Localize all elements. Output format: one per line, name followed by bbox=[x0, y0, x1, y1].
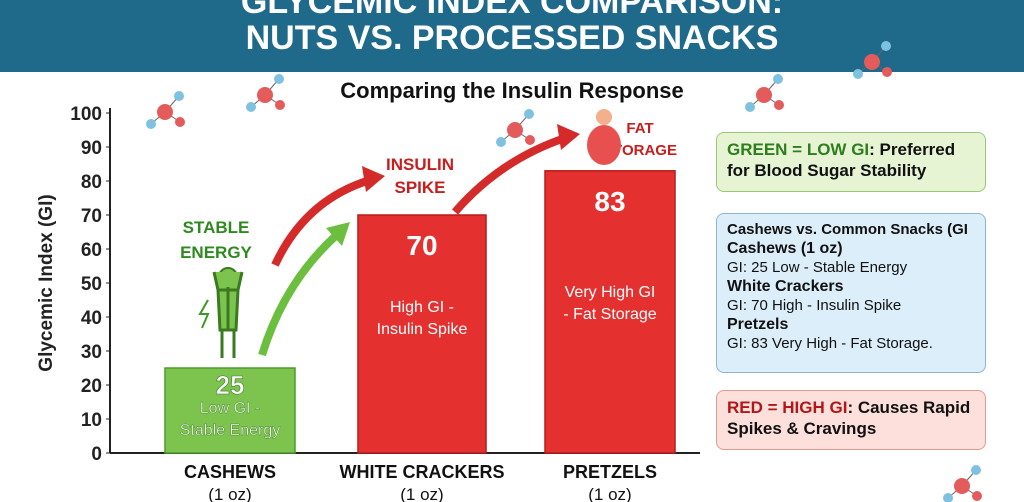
molecule-icon bbox=[174, 91, 184, 101]
molecule-icon bbox=[157, 104, 173, 120]
data-label: 25 bbox=[216, 370, 245, 400]
molecule-icon bbox=[853, 69, 863, 79]
details-name: Cashews (1 oz) bbox=[727, 240, 843, 257]
molecule-icon bbox=[175, 117, 185, 127]
chart-subtitle: Comparing the Insulin Response bbox=[340, 78, 684, 103]
y-tick-label: 30 bbox=[81, 342, 102, 363]
molecule-icon bbox=[507, 122, 523, 138]
molecule-icon bbox=[524, 109, 534, 119]
red-arrowhead bbox=[557, 124, 580, 150]
molecule-icon bbox=[774, 100, 784, 110]
y-tick-label: 80 bbox=[81, 172, 102, 193]
annotation-fat-storage: STORAGE bbox=[603, 142, 677, 159]
molecule-icon bbox=[773, 74, 783, 84]
x-tick-sublabel: (1 oz) bbox=[400, 485, 443, 502]
legend-red-box: RED = HIGH GI: Causes Rapid Spikes & Cra… bbox=[716, 390, 986, 450]
data-label: 83 bbox=[594, 186, 625, 217]
details-desc: GI: 70 High - Insulin Spike bbox=[727, 297, 902, 314]
molecule-icon bbox=[943, 493, 953, 502]
title-line-2: NUTS VS. PROCESSED SNACKS bbox=[245, 19, 779, 57]
person-body-icon bbox=[212, 271, 244, 358]
legend-green-text: : Preferred for Blood Sugar Stability bbox=[727, 140, 956, 180]
molecule-icon bbox=[756, 87, 772, 103]
legend-details-box: Cashews vs. Common Snacks (GI Cashews (1… bbox=[716, 213, 986, 373]
molecule-icon bbox=[881, 41, 891, 51]
molecule-icon bbox=[246, 102, 256, 112]
y-tick-label: 70 bbox=[81, 206, 102, 227]
y-tick-label: 100 bbox=[70, 104, 102, 125]
lightning-icon bbox=[198, 299, 210, 329]
molecule-icon bbox=[525, 135, 535, 145]
x-tick-sublabel: (1 oz) bbox=[588, 485, 631, 502]
title-line-1: GLYCEMIC INDEX COMPARISON: bbox=[240, 0, 784, 21]
x-tick-label: PRETZELS bbox=[563, 462, 657, 482]
green-arrow bbox=[258, 228, 343, 357]
molecule-icon bbox=[275, 100, 285, 110]
annotation-fat-storage: FAT bbox=[626, 120, 653, 137]
green-arrowhead bbox=[326, 222, 350, 246]
bar-description: Insulin Spike bbox=[377, 321, 468, 338]
molecule-icon bbox=[972, 491, 982, 501]
y-tick-label: 10 bbox=[81, 410, 102, 431]
molecule-icon bbox=[954, 478, 970, 494]
details-desc: GI: 25 Low - Stable Energy bbox=[727, 259, 908, 276]
details-heading: Cashews vs. Common Snacks (GI bbox=[727, 221, 968, 238]
red-arrow bbox=[271, 176, 372, 267]
annotation-insulin-spike: INSULIN bbox=[386, 155, 454, 174]
molecule-icon bbox=[864, 54, 880, 70]
bar-white-crackers bbox=[357, 214, 487, 454]
y-tick-label: 20 bbox=[81, 376, 102, 397]
title-banner: GLYCEMIC INDEX COMPARISON: NUTS VS. PROC… bbox=[0, 0, 1024, 72]
data-label: 70 bbox=[406, 230, 437, 261]
details-name: White Crackers bbox=[727, 278, 844, 295]
molecule-icon bbox=[745, 102, 755, 112]
y-tick-label: 40 bbox=[81, 308, 102, 329]
x-tick-label: WHITE CRACKERS bbox=[340, 462, 505, 482]
bar-cashews bbox=[164, 367, 296, 454]
y-tick-label: 60 bbox=[81, 240, 102, 261]
y-tick-label: 0 bbox=[91, 444, 102, 465]
red-arrow bbox=[451, 134, 567, 215]
bar-description: High GI - bbox=[390, 299, 454, 316]
molecule-icon bbox=[971, 465, 981, 475]
bar-description: Low GI - bbox=[200, 400, 260, 417]
y-tick-label: 90 bbox=[81, 138, 102, 159]
molecule-icon bbox=[257, 87, 273, 103]
molecule-icon bbox=[496, 137, 506, 147]
bar-pretzels bbox=[544, 170, 676, 454]
details-desc: GI: 83 Very High - Fat Storage. bbox=[727, 335, 933, 352]
molecule-icon bbox=[146, 119, 156, 129]
y-tick-label: 50 bbox=[81, 274, 102, 295]
bar-description: - Fat Storage bbox=[563, 306, 656, 323]
legend-red-text: : Causes Rapid Spikes & Cravings bbox=[727, 398, 971, 438]
details-name: Pretzels bbox=[727, 316, 789, 333]
legend-green-key: GREEN = LOW GI bbox=[727, 140, 870, 159]
annotation-stable-energy: STABLE bbox=[183, 218, 250, 237]
person-head-icon bbox=[596, 109, 612, 125]
bar-description: Very High GI bbox=[565, 284, 656, 301]
molecule-icon bbox=[274, 74, 284, 84]
molecule-icon bbox=[882, 67, 892, 77]
x-tick-label: CASHEWS bbox=[184, 462, 276, 482]
bar-description: Stable Energy bbox=[180, 422, 281, 439]
annotation-stable-energy: ENERGY bbox=[180, 243, 252, 262]
y-axis-label: Glycemic Index (GI) bbox=[36, 194, 57, 371]
red-arrowhead bbox=[362, 166, 385, 192]
fat-person-icon bbox=[587, 125, 621, 165]
annotation-insulin-spike: SPIKE bbox=[394, 178, 445, 197]
legend-green-box: GREEN = LOW GI: Preferred for Blood Suga… bbox=[716, 132, 986, 192]
x-tick-sublabel: (1 oz) bbox=[208, 485, 251, 502]
legend-red-key: RED = HIGH GI bbox=[727, 398, 848, 417]
